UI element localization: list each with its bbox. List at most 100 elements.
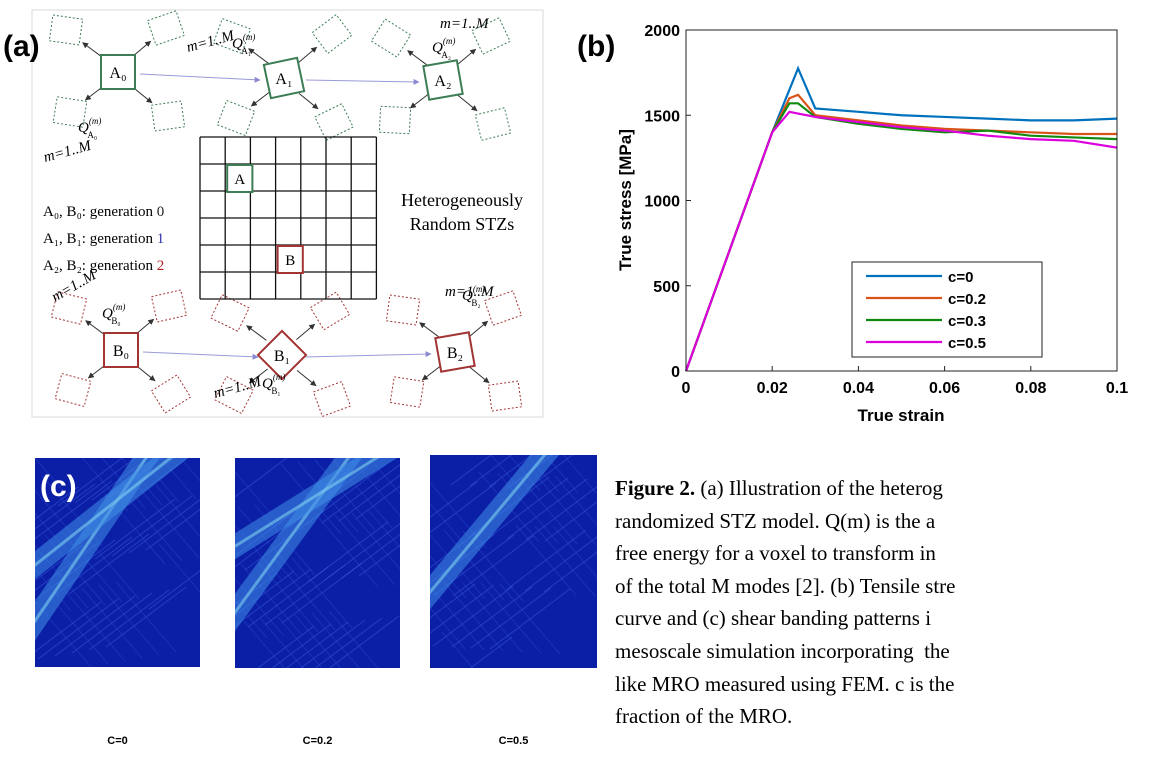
caption-line: curve and (c) shear banding patterns i	[615, 606, 931, 631]
modes-label: m=1..M	[42, 137, 94, 165]
stz-label: A₀	[109, 65, 126, 82]
stz-label: B₁	[274, 348, 290, 365]
transform-arrow	[83, 43, 103, 58]
energy-superscript: (m)	[443, 36, 456, 46]
transformed-voxel	[475, 108, 510, 140]
transformed-voxel	[151, 375, 190, 413]
energy-superscript: (m)	[273, 372, 286, 382]
caption-text: of the total M modes [2]. (b) Tensile st…	[615, 574, 955, 598]
activation-energy-label: Q(m)A₂	[432, 36, 455, 60]
legend-label: c=0.2	[948, 291, 986, 308]
caption-line: free energy for a voxel to transform in	[615, 541, 936, 566]
transform-arrow	[470, 367, 489, 382]
transform-arrow	[458, 95, 477, 110]
caption-text: randomized STZ model. Q(m) is the a	[615, 509, 935, 533]
y-tick-label: 500	[653, 279, 680, 296]
x-tick-label: 0.06	[929, 380, 960, 397]
transform-arrow	[298, 47, 316, 62]
figure: (a) (b) A₀Q(m)A₀m=1..MA₁Q(m)A₁m=1..MA₂Q(…	[0, 0, 1165, 772]
modes-label: m=1..M	[185, 27, 237, 55]
y-tick-label: 1500	[644, 108, 680, 125]
generation-arrow	[143, 352, 258, 357]
energy-superscript: (m)	[243, 32, 256, 42]
transformed-voxel	[379, 106, 410, 134]
modes-label: m=1..M	[445, 284, 495, 300]
caption-label: Figure 2.	[615, 476, 695, 500]
image-content	[395, 380, 625, 702]
caption-text: fraction of the MRO.	[615, 704, 792, 728]
energy-subscript: A₂	[441, 50, 451, 60]
transformed-voxel	[488, 381, 521, 411]
stz-label: B₂	[447, 345, 463, 362]
caption-text: mesoscale simulation incorporating the	[615, 639, 950, 663]
transform-arrow	[422, 366, 440, 380]
caption-text: curve and (c) shear banding patterns i	[615, 606, 931, 630]
caption-line: like MRO measured using FEM. c is the	[615, 672, 954, 697]
transform-arrow	[297, 370, 316, 385]
transformed-voxel	[211, 295, 249, 332]
transform-arrow	[420, 323, 440, 338]
y-tick-label: 1000	[644, 194, 680, 211]
model-note: Heterogeneously	[401, 190, 523, 210]
shear-band-image	[395, 380, 625, 702]
transform-arrow	[296, 324, 314, 339]
generation-arrow	[306, 80, 419, 82]
page: (a) (b) A₀Q(m)A₀m=1..MA₁Q(m)A₁m=1..MA₂Q(…	[0, 0, 1165, 772]
x-tick-label: 0.02	[757, 380, 788, 397]
transform-arrow	[457, 49, 475, 64]
generation-text: A₀, B₀: generation	[43, 204, 157, 220]
panel-label: (a)	[3, 30, 40, 63]
legend-label: c=0	[948, 269, 973, 286]
legend-label: c=0.5	[948, 335, 986, 352]
transformed-voxel	[386, 295, 419, 325]
transformed-voxel	[390, 377, 424, 407]
caption-text: free energy for a voxel to transform in	[615, 541, 936, 565]
image-content	[197, 374, 439, 691]
panel-c: C=0C=0.2C=0.5(c)	[0, 364, 625, 747]
energy-subscript: B₁	[271, 386, 280, 396]
image-label: C=0.5	[499, 735, 529, 747]
transformed-voxel	[148, 11, 185, 45]
y-tick-label: 2000	[644, 23, 680, 40]
transform-arrow	[410, 94, 428, 108]
transformed-voxel	[312, 15, 352, 54]
cell-label: A	[234, 172, 245, 188]
y-tick-label: 0	[671, 364, 680, 381]
generation-legend: A₂, B₂: generation 2	[43, 258, 164, 274]
x-axis-label: True strain	[858, 406, 945, 425]
panel-label: (c)	[40, 470, 77, 503]
activation-energy-label: Q(m)A₀	[78, 116, 101, 140]
activation-energy-label: Q(m)B₀	[102, 302, 125, 326]
transformed-voxel	[310, 292, 349, 330]
generation-legend: A₀, B₀: generation 0	[43, 204, 164, 220]
x-tick-label: 0.04	[843, 380, 874, 397]
generation-text: A₂, B₂: generation	[43, 258, 157, 274]
modes-label: m=1..M	[440, 16, 490, 32]
panel-a: A₀Q(m)A₀m=1..MA₁Q(m)A₁m=1..MA₂Q(m)A₂m=1.…	[42, 11, 523, 417]
image-content	[0, 364, 229, 667]
energy-superscript: (m)	[89, 116, 102, 126]
caption-line: fraction of the MRO.	[615, 704, 792, 729]
generation-text: A₁, B₁: generation	[43, 231, 157, 247]
transform-arrow	[247, 326, 267, 341]
generation-legend: A₁, B₁: generation 1	[43, 231, 164, 247]
caption-line: of the total M modes [2]. (b) Tensile st…	[615, 574, 955, 599]
caption-line: mesoscale simulation incorporating the	[615, 639, 950, 664]
transformed-voxel	[313, 382, 350, 417]
energy-subscript: B₀	[111, 316, 120, 326]
shear-band-image	[0, 364, 229, 667]
panel-label: (b)	[577, 30, 615, 63]
transform-arrow	[469, 321, 487, 336]
transform-arrow	[251, 92, 269, 106]
x-tick-label: 0	[682, 380, 691, 397]
transformed-voxel	[49, 15, 82, 45]
transformed-voxel	[151, 101, 184, 131]
transformed-voxel	[315, 104, 353, 141]
transformed-voxel	[55, 374, 91, 407]
generation-arrow	[304, 354, 431, 357]
transformed-voxel	[217, 100, 254, 135]
stz-label: B₀	[113, 343, 129, 360]
caption-text: (a) Illustration of the heterog	[695, 476, 943, 500]
generation-number: 1	[157, 231, 165, 247]
